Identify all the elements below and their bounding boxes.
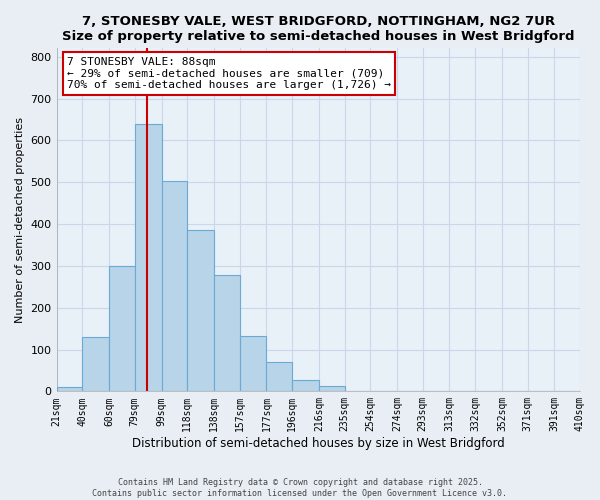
- Bar: [319, 386, 344, 392]
- Bar: [214, 275, 239, 392]
- Bar: [266, 362, 292, 392]
- Text: Contains HM Land Registry data © Crown copyright and database right 2025.
Contai: Contains HM Land Registry data © Crown c…: [92, 478, 508, 498]
- Bar: [239, 336, 266, 392]
- Bar: [292, 380, 319, 392]
- X-axis label: Distribution of semi-detached houses by size in West Bridgford: Distribution of semi-detached houses by …: [132, 437, 505, 450]
- Bar: [109, 266, 134, 392]
- Bar: [56, 387, 82, 392]
- Bar: [187, 230, 214, 392]
- Text: 7 STONESBY VALE: 88sqm
← 29% of semi-detached houses are smaller (709)
70% of se: 7 STONESBY VALE: 88sqm ← 29% of semi-det…: [67, 57, 391, 90]
- Title: 7, STONESBY VALE, WEST BRIDGFORD, NOTTINGHAM, NG2 7UR
Size of property relative : 7, STONESBY VALE, WEST BRIDGFORD, NOTTIN…: [62, 15, 575, 43]
- Bar: [161, 181, 187, 392]
- Bar: [82, 337, 109, 392]
- Bar: [134, 124, 161, 392]
- Y-axis label: Number of semi-detached properties: Number of semi-detached properties: [15, 117, 25, 323]
